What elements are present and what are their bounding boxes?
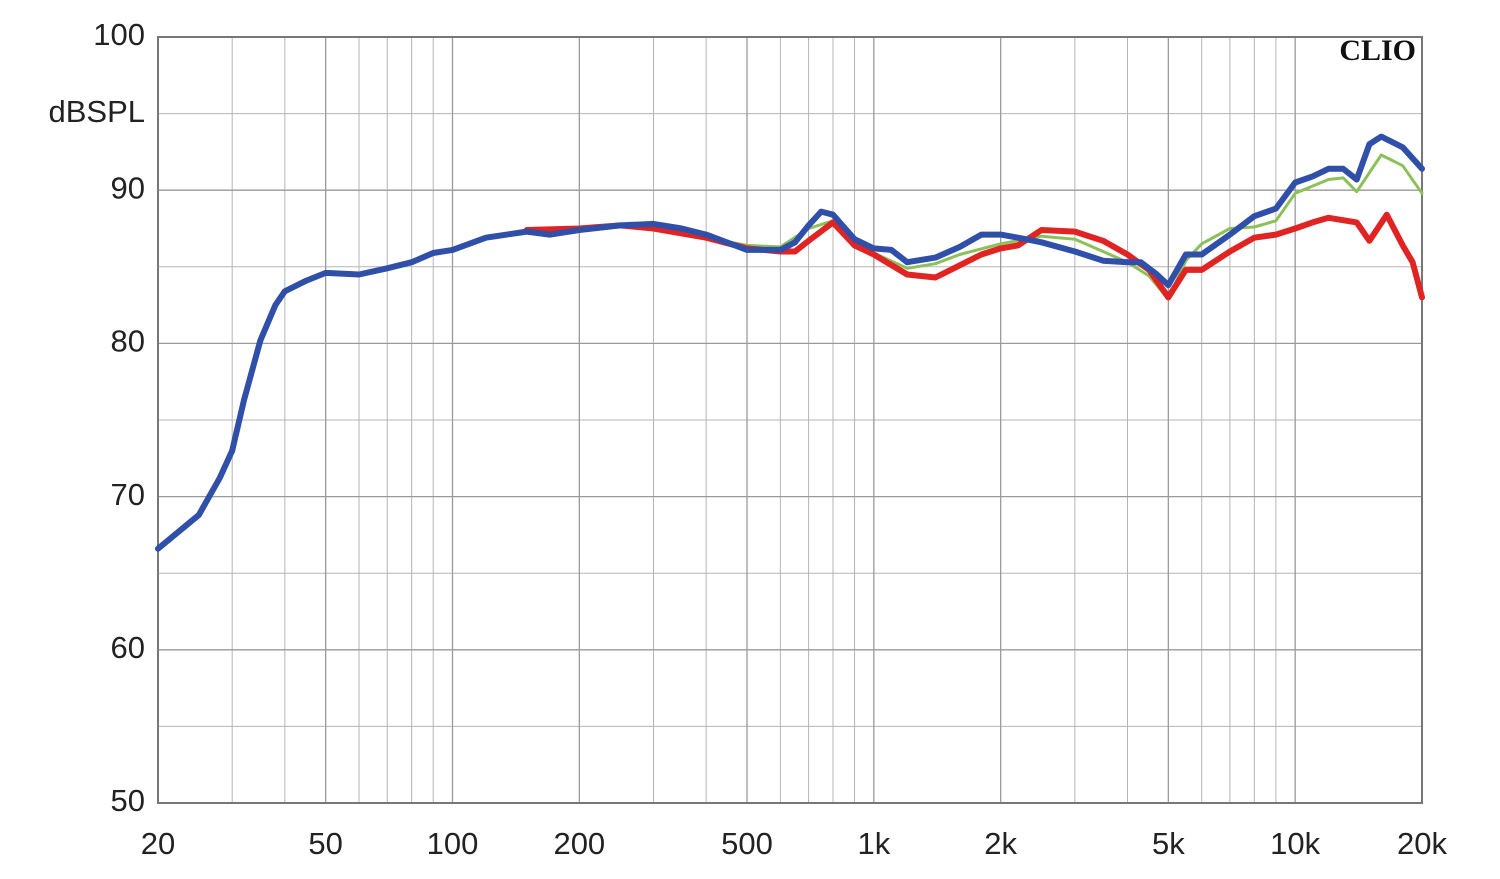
x-tick-label: 200: [553, 826, 605, 861]
x-tick-label: 20k: [1397, 826, 1447, 861]
x-tick-label: 100: [427, 826, 479, 861]
x-tick-label: 50: [308, 826, 342, 861]
y-tick-label: 70: [111, 477, 145, 512]
y-tick-label: 60: [111, 630, 145, 665]
response-curve: [525, 153, 1424, 301]
watermark: CLIO: [1339, 34, 1416, 67]
response-curve: [155, 133, 1425, 552]
y-tick-label: 90: [111, 170, 145, 205]
x-tick-label: 10k: [1270, 826, 1320, 861]
plot-frame: [157, 36, 1423, 804]
x-tick-label: 20: [141, 826, 175, 861]
x-tick-label: 2k: [984, 826, 1017, 861]
y-tick-label: 100: [93, 17, 145, 52]
y-tick-label: 50: [111, 783, 145, 818]
y-tick-label: 80: [111, 324, 145, 359]
y-axis-label: dBSPL: [48, 94, 145, 129]
x-tick-label: 500: [721, 826, 773, 861]
x-tick-label: 5k: [1152, 826, 1185, 861]
x-tick-label: 1k: [857, 826, 890, 861]
